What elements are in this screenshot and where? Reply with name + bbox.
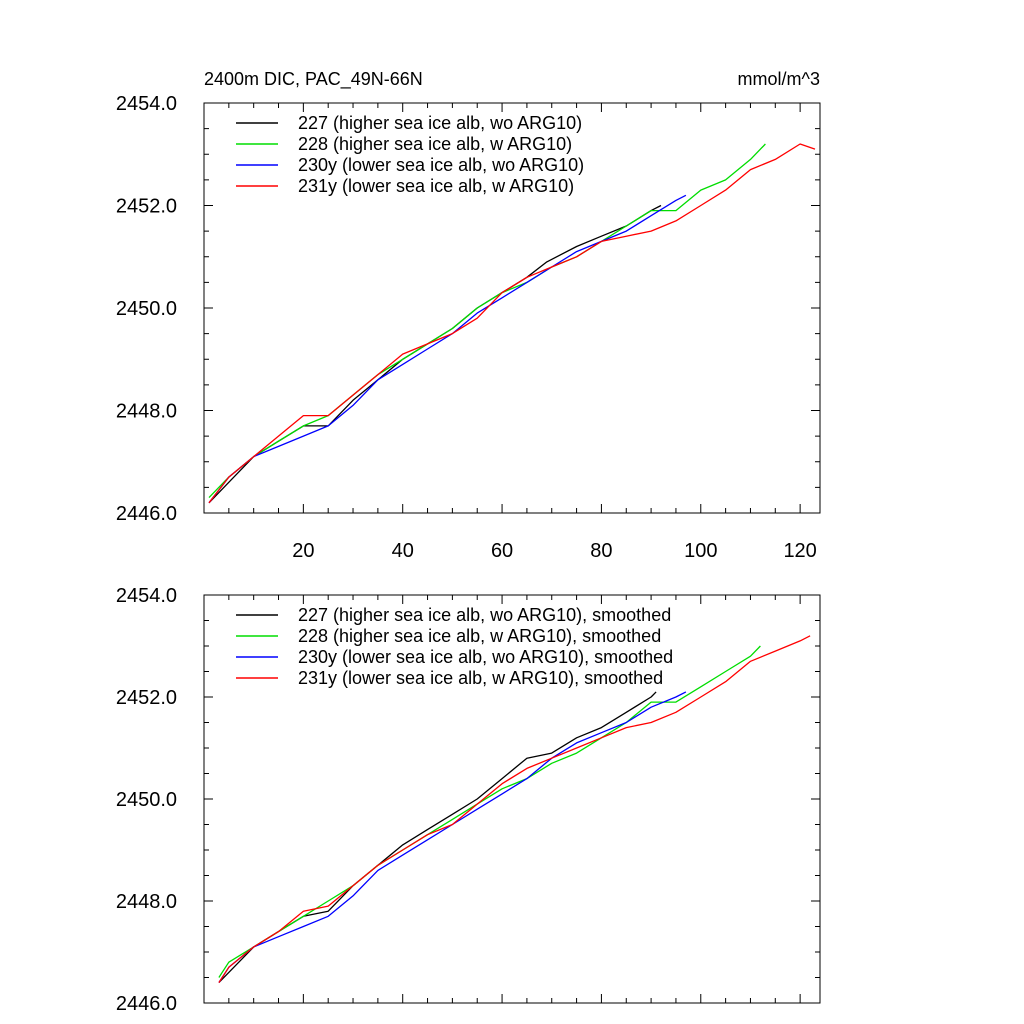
series-line-228 bbox=[208, 143, 766, 499]
legend-label: 230y (lower sea ice alb, wo ARG10), smoo… bbox=[298, 647, 673, 667]
series-line-231y bbox=[208, 143, 816, 504]
x-tick-label: 120 bbox=[783, 540, 816, 562]
legend-label: 228 (higher sea ice alb, w ARG10), smoot… bbox=[298, 626, 661, 646]
series-line-228 bbox=[218, 645, 761, 978]
legend-label: 230y (lower sea ice alb, wo ARG10) bbox=[298, 155, 584, 175]
series-line-227 bbox=[208, 204, 662, 504]
y-tick-label: 2450.0 bbox=[116, 298, 177, 320]
upper-panel: 2446.0 2448.0 2450.0 2452.0 2454.0 20 40 60 80 10… bbox=[116, 93, 821, 562]
legend-label: 227 (higher sea ice alb, wo ARG10), smoo… bbox=[298, 605, 671, 625]
y-tick-label: 2452.0 bbox=[116, 196, 177, 218]
series-line-230y bbox=[218, 691, 687, 983]
series-line-231y bbox=[218, 635, 811, 983]
units-label: mmol/m^3 bbox=[738, 69, 820, 89]
x-tick-label: 60 bbox=[491, 540, 513, 562]
legend-label: 228 (higher sea ice alb, w ARG10) bbox=[298, 134, 572, 154]
y-tick-label: 2450.0 bbox=[116, 789, 177, 811]
x-tick-label: 40 bbox=[392, 540, 414, 562]
x-tick-label: 20 bbox=[292, 540, 314, 562]
y-tick-label: 2454.0 bbox=[116, 585, 177, 607]
lower-panel: 2446.0 2448.0 2450.0 2452.0 2454.0 227 (highe… bbox=[116, 585, 821, 1015]
y-tick-label: 2452.0 bbox=[116, 687, 177, 709]
y-tick-label: 2454.0 bbox=[116, 93, 177, 115]
series-line-230y bbox=[208, 194, 687, 504]
x-tick-label: 80 bbox=[590, 540, 612, 562]
y-tick-label: 2446.0 bbox=[116, 993, 177, 1015]
legend-label: 231y (lower sea ice alb, w ARG10) bbox=[298, 176, 574, 196]
y-tick-label: 2446.0 bbox=[116, 503, 177, 525]
chart-title: 2400m DIC, PAC_49N-66N bbox=[204, 69, 423, 90]
legend-label: 227 (higher sea ice alb, wo ARG10) bbox=[298, 113, 582, 133]
y-tick-label: 2448.0 bbox=[116, 401, 177, 423]
x-tick-label: 100 bbox=[684, 540, 717, 562]
series-line-227 bbox=[218, 691, 657, 984]
y-tick-label: 2448.0 bbox=[116, 891, 177, 913]
legend-label: 231y (lower sea ice alb, w ARG10), smoot… bbox=[298, 668, 663, 688]
